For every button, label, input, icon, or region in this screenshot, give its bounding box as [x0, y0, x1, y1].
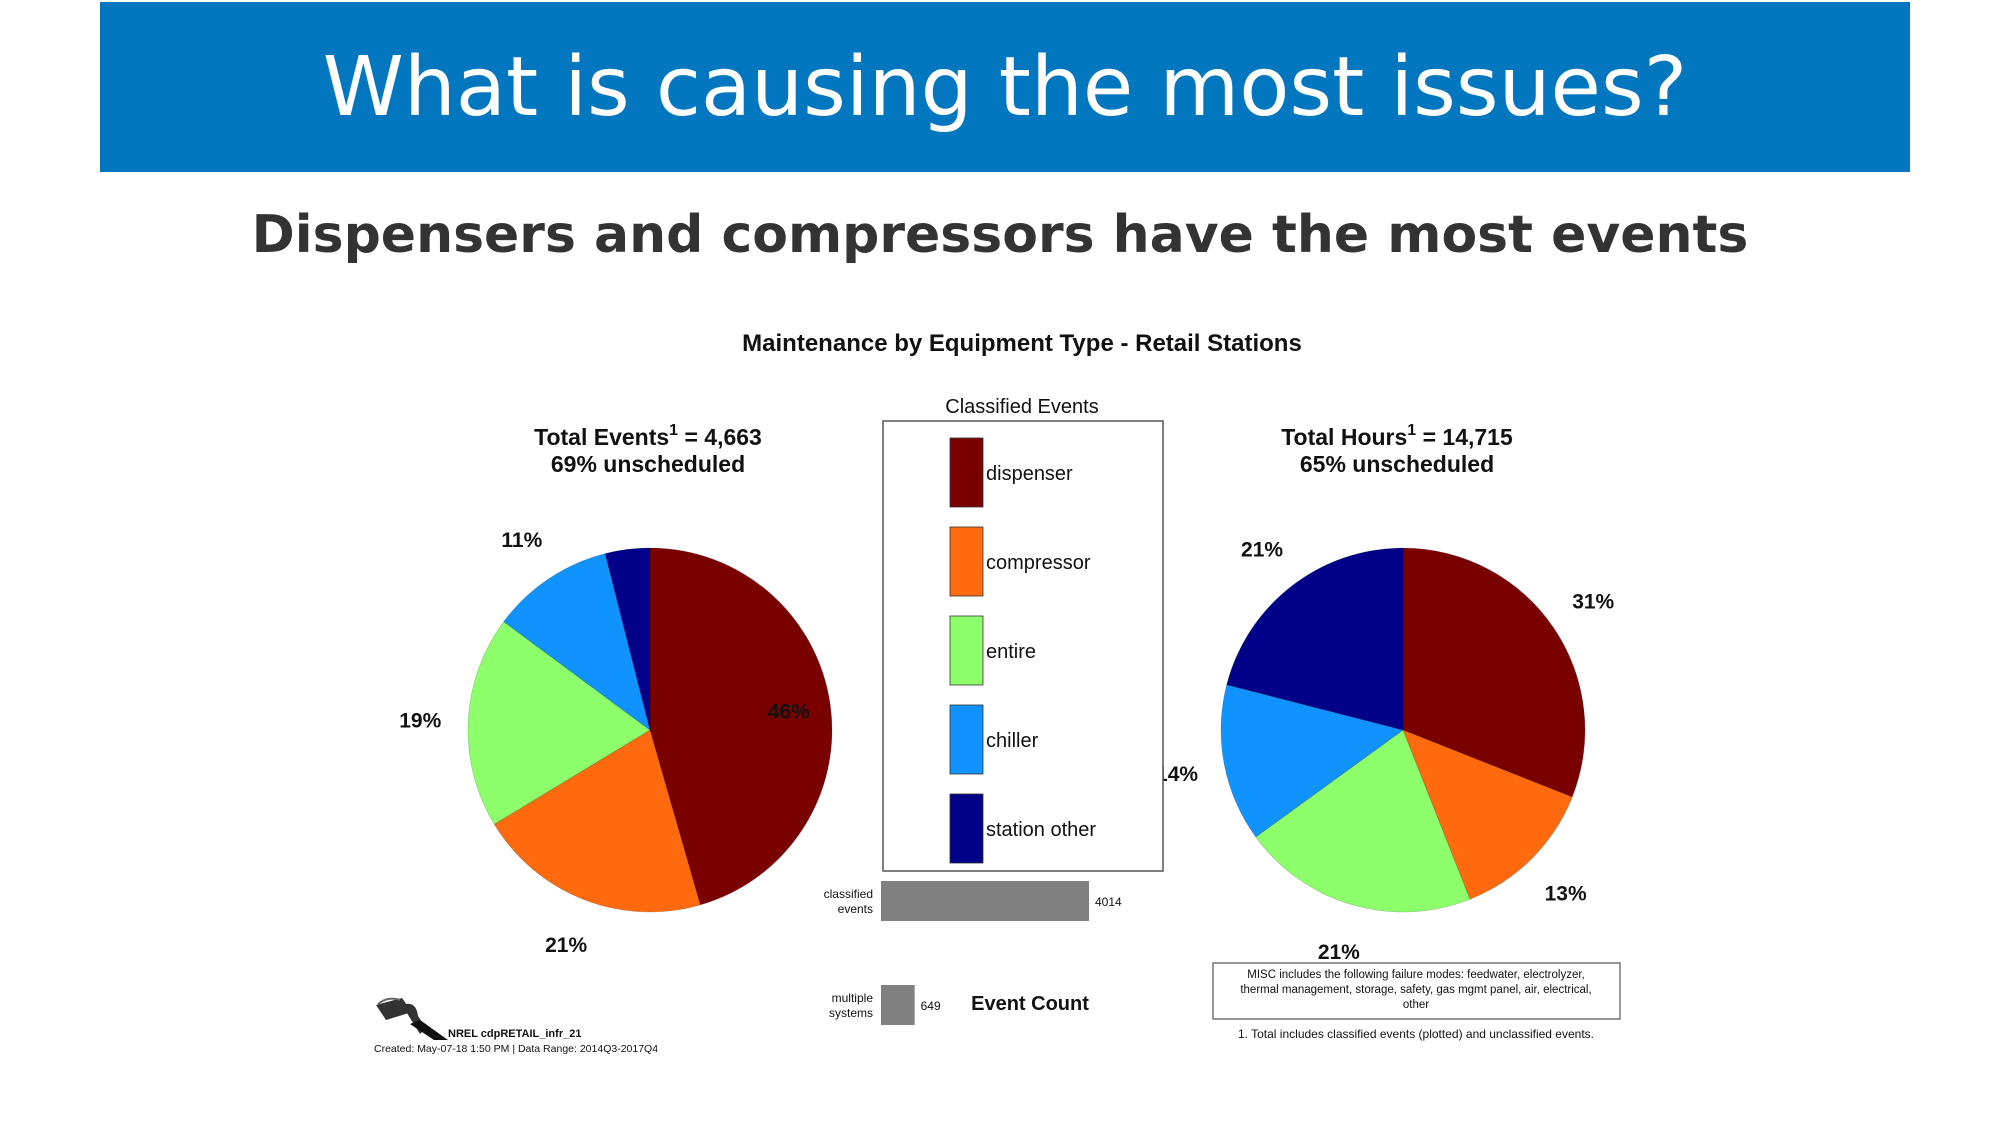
right-pie-slice-dispenser	[1402, 547, 1586, 798]
left-pie-label-entire: 19%	[399, 709, 441, 732]
legend-label-dispenser: dispenser	[986, 463, 1073, 485]
left-heading-sup: 1	[669, 422, 678, 439]
left-pie-slice-dispenser	[649, 547, 833, 906]
right-pie-slice-station-other	[1226, 547, 1404, 731]
right-pie-label-dispenser: 31%	[1572, 591, 1614, 614]
legend-label-station-other: station other	[986, 819, 1096, 841]
right-pie-slice-compressor	[1402, 729, 1573, 900]
right-pie-label-station-other: 21%	[1241, 538, 1283, 561]
event-bar-1	[881, 985, 915, 1025]
credit-created: Created: May-07-18 1:50 PM | Data Range:…	[374, 1043, 658, 1055]
right-pie-label-compressor: 13%	[1545, 883, 1587, 906]
page-title: What is causing the most issues?	[322, 39, 1688, 135]
event-bar-0	[881, 881, 1089, 921]
left-pie-heading: Total Events1 = 4,663	[534, 422, 762, 450]
legend-label-compressor: compressor	[986, 552, 1091, 574]
misc-note-box	[1212, 962, 1621, 1020]
left-pie-slice-entire	[467, 621, 651, 825]
event-bar-1-label-line2: systems	[829, 1006, 873, 1020]
legend-swatch-dispenser	[949, 437, 984, 508]
footnote: 1. Total includes classified events (plo…	[1238, 1027, 1594, 1041]
left-pie-label-chiller: 11%	[501, 529, 542, 552]
misc-note-line2: thermal management, storage, safety, gas…	[1240, 984, 1591, 996]
left-pie-slice-compressor	[493, 729, 701, 913]
left-heading-prefix: Total Events	[534, 424, 669, 450]
left-pie-label-compressor: 21%	[545, 934, 587, 957]
title-banner: What is causing the most issues?	[100, 2, 1910, 172]
left-pie: 46% 21% 19% 11%	[399, 529, 833, 957]
legend-swatch-entire	[949, 615, 984, 686]
left-pie-slice-station-other	[604, 547, 651, 731]
right-pie-slice-entire	[1255, 729, 1471, 913]
legend-label-chiller: chiller	[986, 730, 1039, 752]
page-subtitle: Dispensers and compressors have the most…	[251, 205, 1749, 265]
right-heading-value: = 14,715	[1416, 424, 1513, 450]
misc-note-line3: other	[1403, 999, 1429, 1011]
right-pie: 31% 13% 21% 14% 21%	[1156, 538, 1615, 964]
legend: dispenser compressor entire chiller station …	[949, 437, 1096, 864]
right-heading-prefix: Total Hours	[1281, 424, 1407, 450]
right-heading-sup: 1	[1407, 422, 1416, 439]
misc-note-line1: MISC includes the following failure mode…	[1247, 969, 1585, 981]
right-pie-label-entire: 21%	[1318, 941, 1360, 964]
legend-title: Classified Events	[945, 396, 1098, 418]
left-pie-subheading: 69% unscheduled	[551, 451, 745, 477]
left-pie-slice-chiller	[503, 553, 651, 731]
left-pie-label-dispenser: 46%	[768, 700, 810, 723]
chart-title: Maintenance by Equipment Type - Retail S…	[742, 330, 1302, 357]
left-heading-value: = 4,663	[678, 424, 762, 450]
legend-box	[882, 420, 1164, 872]
event-bar-1-value: 649	[921, 999, 941, 1013]
event-count-title: Event Count	[971, 993, 1089, 1015]
right-pie-slice-chiller	[1220, 684, 1404, 838]
right-pie-heading: Total Hours1 = 14,715	[1281, 422, 1513, 450]
legend-swatch-compressor	[949, 526, 984, 597]
event-bar-0-label-line2: events	[838, 902, 873, 916]
legend-swatch-chiller	[949, 704, 984, 775]
event-bar-0-value: 4014	[1095, 895, 1122, 909]
event-bar-0-label-line1: classified	[824, 887, 873, 901]
legend-swatch-station-other	[949, 793, 984, 864]
right-pie-subheading: 65% unscheduled	[1300, 451, 1494, 477]
credit-name: NREL cdpRETAIL_infr_21	[448, 1028, 581, 1040]
right-pie-label-chiller: 14%	[1156, 763, 1198, 786]
fuel-nozzle-icon	[376, 997, 448, 1040]
legend-label-entire: entire	[986, 641, 1036, 663]
event-bar-1-label-line1: multiple	[832, 991, 874, 1005]
